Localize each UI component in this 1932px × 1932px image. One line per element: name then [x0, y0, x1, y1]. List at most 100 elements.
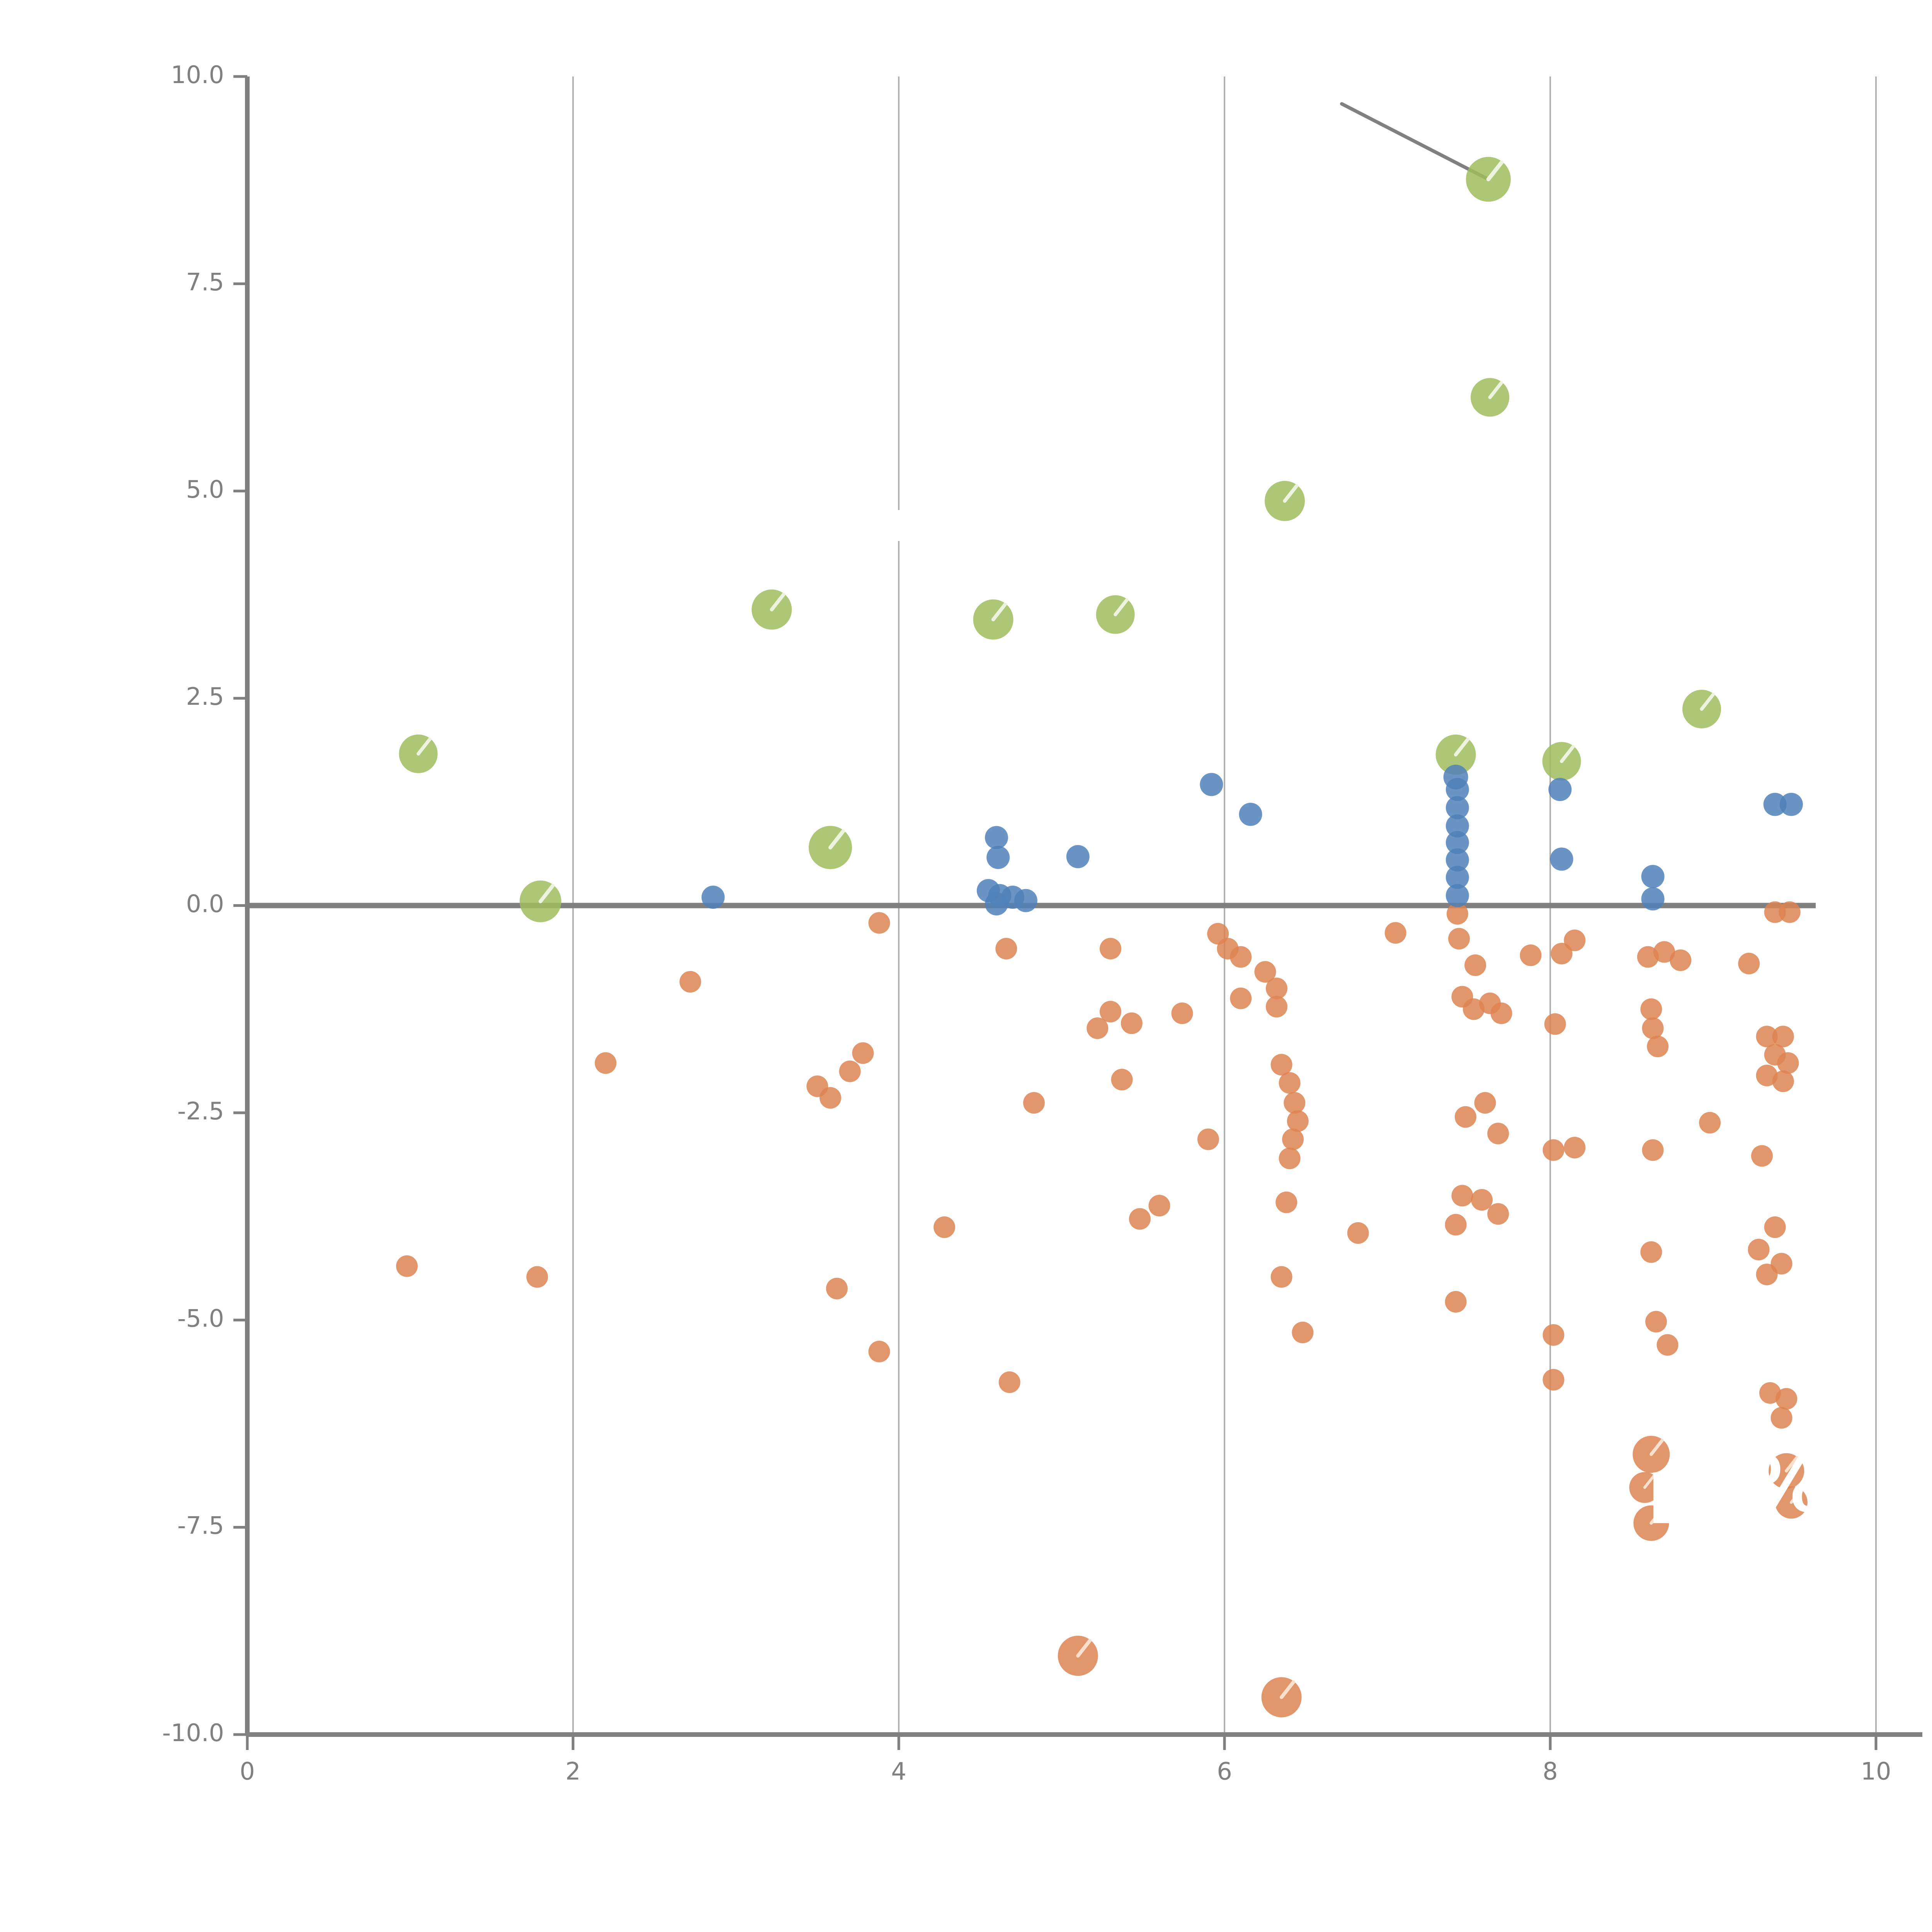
data-point-orange[interactable]: [1738, 952, 1760, 975]
data-point-blue[interactable]: [1446, 884, 1469, 907]
data-point-orange[interactable]: [1445, 1214, 1467, 1236]
data-point-blue[interactable]: [985, 826, 1008, 849]
data-point-orange[interactable]: [1171, 1002, 1193, 1024]
data-point-orange[interactable]: [1451, 1185, 1473, 1207]
data-point-blue[interactable]: [1239, 803, 1262, 826]
data-point-blue[interactable]: [1446, 848, 1469, 872]
data-point-orange[interactable]: [1111, 1069, 1133, 1091]
data-point-orange[interactable]: [852, 1042, 874, 1064]
data-point-orange[interactable]: [1148, 1195, 1170, 1217]
data-point-blue[interactable]: [1446, 778, 1469, 801]
data-point-orange[interactable]: [1474, 1092, 1496, 1114]
data-point-orange[interactable]: [1640, 1241, 1662, 1263]
data-point-orange[interactable]: [1543, 1324, 1565, 1346]
data-point-orange[interactable]: [1384, 922, 1406, 944]
data-point-orange[interactable]: [1544, 1013, 1566, 1035]
data-point-orange[interactable]: [526, 1266, 548, 1288]
data-point-orange[interactable]: [1292, 1321, 1314, 1344]
data-point-orange[interactable]: [1230, 946, 1252, 968]
data-point-orange[interactable]: [1347, 1222, 1369, 1244]
data-point-orange[interactable]: [1776, 1388, 1798, 1410]
data-point-orange[interactable]: [1265, 996, 1287, 1018]
data-point-orange[interactable]: [1764, 901, 1786, 923]
data-point-orange[interactable]: [1279, 1147, 1301, 1169]
data-point-orange[interactable]: [868, 1340, 890, 1362]
data-point-orange[interactable]: [826, 1277, 848, 1299]
data-point-orange[interactable]: [1279, 1072, 1301, 1094]
data-point-orange[interactable]: [1647, 1036, 1669, 1058]
data-point-orange[interactable]: [1487, 1122, 1509, 1145]
data-point-orange[interactable]: [934, 1216, 956, 1238]
series-orange-markers[interactable]: [396, 901, 1808, 1718]
data-point-blue[interactable]: [1200, 773, 1223, 796]
data-point-orange[interactable]: [1645, 1311, 1667, 1333]
data-point-orange[interactable]: [819, 1087, 841, 1109]
data-point-orange[interactable]: [1656, 1334, 1679, 1356]
data-point-orange[interactable]: [1023, 1092, 1045, 1114]
data-point-orange[interactable]: [998, 1371, 1020, 1393]
data-point-blue[interactable]: [1446, 814, 1469, 838]
data-point-orange[interactable]: [1756, 1065, 1778, 1087]
data-point-orange[interactable]: [1448, 928, 1470, 950]
data-point-orange[interactable]: [1230, 987, 1252, 1009]
data-point-orange[interactable]: [1490, 1002, 1512, 1024]
data-point-blue[interactable]: [1779, 793, 1803, 816]
data-point-orange[interactable]: [1284, 1092, 1306, 1114]
data-point-orange[interactable]: [868, 912, 890, 934]
data-point-orange[interactable]: [1756, 1026, 1778, 1048]
data-point-orange[interactable]: [1464, 954, 1486, 976]
data-point-orange[interactable]: [1270, 1266, 1293, 1288]
data-point-orange[interactable]: [995, 938, 1017, 960]
data-point-orange[interactable]: [1777, 1052, 1799, 1074]
data-point-blue[interactable]: [1550, 847, 1573, 871]
data-point-orange[interactable]: [595, 1052, 617, 1074]
data-point-blue[interactable]: [1641, 887, 1665, 911]
data-point-orange[interactable]: [1564, 929, 1586, 951]
data-point-orange[interactable]: [1640, 998, 1662, 1020]
data-point-orange[interactable]: [1471, 1189, 1493, 1211]
data-point-orange[interactable]: [1520, 944, 1542, 966]
data-point-blue[interactable]: [1641, 865, 1665, 888]
data-point-orange[interactable]: [1653, 941, 1675, 963]
data-point-blue[interactable]: [1446, 831, 1469, 854]
data-point-orange[interactable]: [839, 1060, 861, 1082]
data-point-blue[interactable]: [1014, 889, 1037, 912]
data-point-orange[interactable]: [1270, 1054, 1293, 1076]
data-point-orange[interactable]: [1445, 1291, 1467, 1313]
data-point-orange[interactable]: [1463, 998, 1485, 1020]
data-point-orange[interactable]: [396, 1255, 418, 1277]
series-blue-markers[interactable]: [701, 764, 1803, 916]
data-point-orange[interactable]: [1282, 1128, 1304, 1150]
data-point-orange[interactable]: [1254, 961, 1276, 983]
data-point-orange[interactable]: [679, 971, 701, 993]
data-point-orange[interactable]: [1642, 1139, 1664, 1161]
data-point-orange[interactable]: [1197, 1128, 1219, 1150]
data-point-blue[interactable]: [1446, 866, 1469, 889]
data-point-orange[interactable]: [1748, 1238, 1770, 1260]
series-green-markers[interactable]: [399, 157, 1721, 922]
data-point-orange[interactable]: [1772, 1026, 1794, 1048]
data-point-orange[interactable]: [1543, 1139, 1565, 1161]
data-point-orange[interactable]: [1759, 1382, 1781, 1404]
data-point-blue[interactable]: [1066, 845, 1090, 868]
data-point-orange[interactable]: [1770, 1407, 1793, 1429]
data-point-blue[interactable]: [986, 846, 1010, 869]
data-point-orange[interactable]: [1642, 1017, 1664, 1039]
data-point-blue[interactable]: [701, 886, 725, 909]
data-point-orange[interactable]: [1564, 1136, 1586, 1158]
data-point-orange[interactable]: [1099, 1001, 1121, 1023]
data-point-orange[interactable]: [1446, 903, 1468, 925]
data-point-blue[interactable]: [985, 892, 1008, 916]
data-point-orange[interactable]: [1129, 1208, 1151, 1230]
data-point-orange[interactable]: [1551, 942, 1573, 964]
data-point-orange[interactable]: [1772, 1070, 1794, 1092]
data-point-orange[interactable]: [1087, 1017, 1109, 1039]
data-point-orange[interactable]: [1756, 1264, 1778, 1286]
data-point-orange[interactable]: [1487, 1203, 1509, 1225]
data-point-blue[interactable]: [1548, 778, 1572, 801]
data-point-orange[interactable]: [1764, 1216, 1786, 1238]
data-point-blue[interactable]: [1446, 796, 1469, 820]
data-point-blue[interactable]: [1763, 793, 1787, 816]
data-point-orange[interactable]: [1121, 1012, 1143, 1034]
data-point-orange[interactable]: [1099, 938, 1121, 960]
